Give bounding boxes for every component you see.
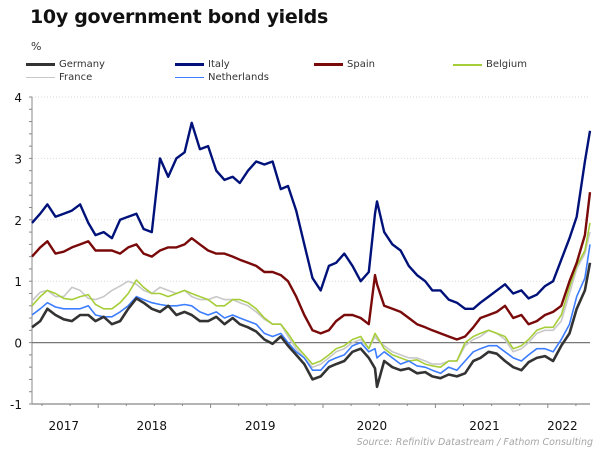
- legend-item-france: France: [26, 72, 92, 83]
- series-line-spain: [31, 192, 592, 341]
- y-tick-label: 3: [14, 152, 22, 166]
- source-note: Source: Refinitiv Datastream / Fathom Co…: [356, 437, 593, 448]
- legend-item-germany: Germany: [26, 59, 105, 70]
- x-tick-label: 2018: [137, 419, 168, 433]
- chart-title: 10y government bond yields: [30, 6, 328, 28]
- legend-item-spain: Spain: [314, 59, 375, 70]
- x-tick-label: 2020: [357, 419, 388, 433]
- series-line-belgium: [31, 222, 591, 368]
- legend-swatch-netherlands: [175, 77, 204, 78]
- y-tick-label: 4: [14, 91, 22, 105]
- legend-swatch-belgium: [453, 63, 482, 66]
- legend-swatch-italy: [175, 63, 204, 66]
- legend-swatch-germany: [26, 63, 55, 66]
- y-tick-label: 0: [14, 337, 22, 351]
- legend-item-belgium: Belgium: [453, 59, 527, 70]
- x-tick-label: 2017: [48, 419, 79, 433]
- legend-label-netherlands: Netherlands: [208, 72, 269, 83]
- series-line-italy: [31, 121, 592, 310]
- series-line-germany: [31, 262, 592, 389]
- y-axis-unit: %: [31, 40, 42, 53]
- series-line-netherlands: [31, 244, 591, 375]
- y-tick-label: 1: [14, 275, 22, 289]
- legend-swatch-france: [26, 77, 55, 78]
- x-tick-label: 2021: [469, 419, 500, 433]
- legend-label-italy: Italy: [208, 59, 230, 70]
- y-tick-label: 2: [14, 214, 22, 228]
- y-tick-label: -1: [10, 398, 22, 412]
- legend-item-netherlands: Netherlands: [175, 72, 269, 83]
- legend-label-belgium: Belgium: [486, 59, 527, 70]
- legend-label-germany: Germany: [59, 59, 105, 70]
- legend-label-france: France: [59, 72, 93, 83]
- legend-item-italy: Italy: [175, 59, 230, 70]
- x-tick-label: 2019: [245, 419, 276, 433]
- x-tick-label: 2022: [547, 419, 578, 433]
- legend-label-spain: Spain: [347, 59, 375, 70]
- legend-swatch-spain: [314, 63, 343, 66]
